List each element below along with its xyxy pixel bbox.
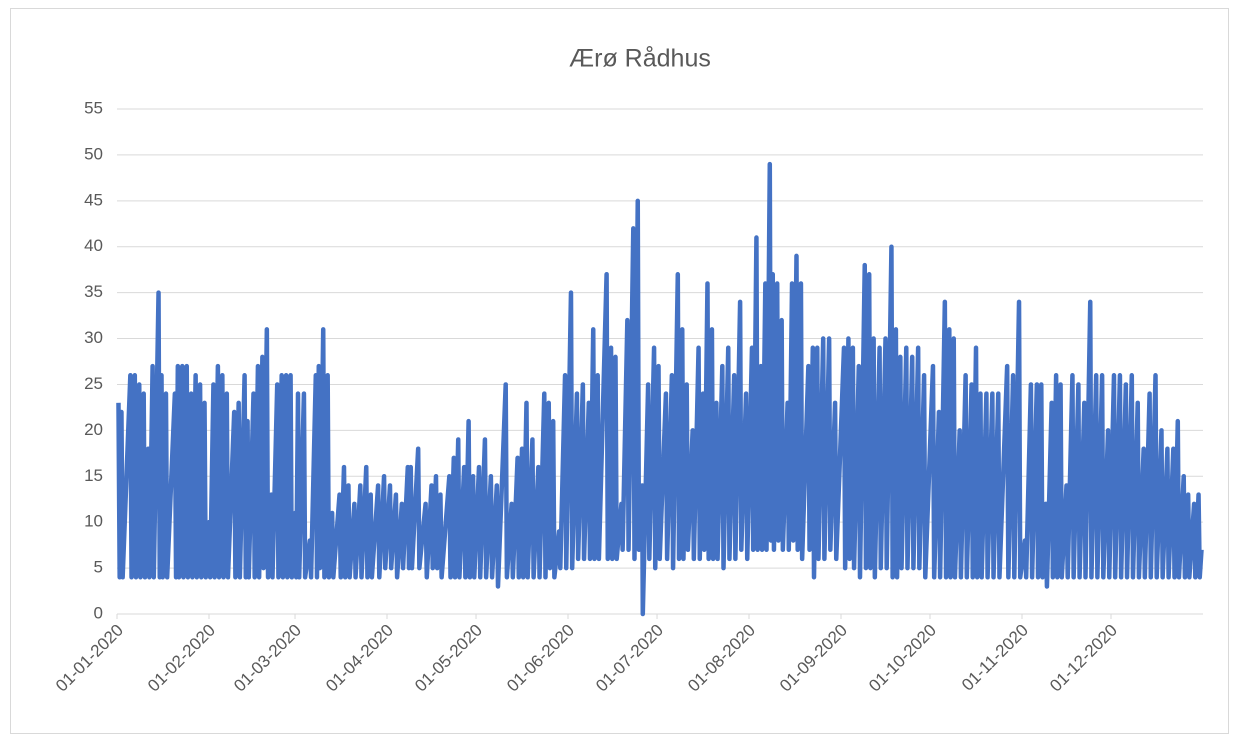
y-tick-label: 25	[84, 374, 103, 393]
chart-border	[10, 8, 1229, 734]
y-tick-label: 55	[84, 98, 103, 117]
y-tick-label: 5	[94, 558, 103, 577]
chart-title: Ærø Rådhus	[569, 45, 711, 73]
y-tick-label: 40	[84, 236, 103, 255]
y-tick-label: 35	[84, 282, 103, 301]
y-tick-label: 50	[84, 144, 103, 163]
data-line	[116, 161, 1204, 617]
y-tick-label: 10	[84, 512, 103, 531]
y-tick-label: 15	[84, 466, 103, 485]
y-tick-label: 30	[84, 328, 103, 347]
y-tick-label: 45	[84, 190, 103, 209]
y-tick-label: 0	[94, 603, 103, 622]
y-tick-label: 20	[84, 420, 103, 439]
